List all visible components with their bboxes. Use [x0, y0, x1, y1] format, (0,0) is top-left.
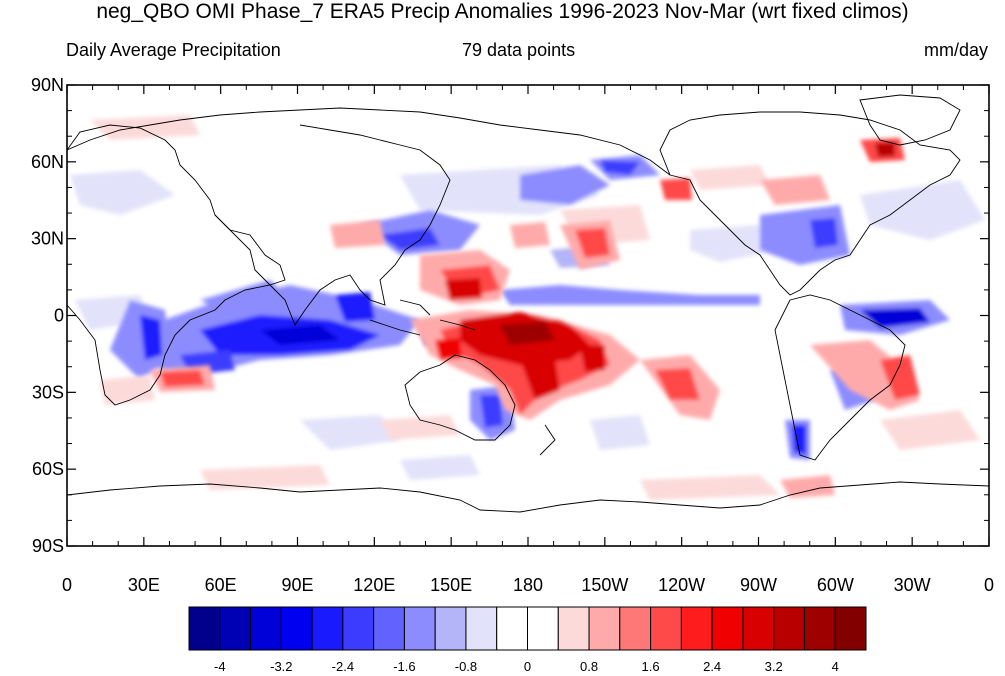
colorbar-label: -2.4 — [332, 659, 354, 674]
units-label: mm/day — [923, 40, 988, 60]
lat-label: 90S — [32, 536, 64, 556]
colorbar-swatch — [403, 606, 436, 651]
lon-label: 120W — [658, 575, 705, 595]
lat-label: 60S — [32, 459, 64, 479]
lon-label: 60W — [817, 575, 854, 595]
colorbar-label: -4 — [214, 659, 226, 674]
lat-label: 30N — [31, 229, 64, 249]
lat-label: 0 — [54, 306, 64, 326]
lon-label: 150W — [581, 575, 628, 595]
colorbar-swatch — [280, 606, 313, 651]
colorbar-label: -0.8 — [455, 659, 477, 674]
colorbar-swatch — [342, 606, 375, 651]
colorbar-swatch — [711, 606, 744, 651]
variable-label: Daily Average Precipitation — [66, 40, 281, 60]
lon-label: 90E — [281, 575, 313, 595]
lat-label: 60N — [31, 152, 64, 172]
colorbar-label: 3.2 — [765, 659, 783, 674]
lon-label: 0 — [62, 575, 72, 595]
colorbar-swatch — [188, 606, 221, 651]
lon-label: 60E — [205, 575, 237, 595]
lon-label: 180 — [513, 575, 543, 595]
lon-label: 90W — [740, 575, 777, 595]
colorbar-swatch — [742, 606, 775, 651]
colorbar-label: 0.8 — [580, 659, 598, 674]
colorbar-swatch — [650, 606, 682, 651]
lon-label: 30W — [894, 575, 931, 595]
coastlines — [67, 94, 989, 513]
lon-label: 120E — [353, 575, 395, 595]
colorbar-swatch — [773, 606, 805, 651]
colorbar-swatch — [619, 606, 652, 651]
lat-label: 30S — [32, 382, 64, 402]
colorbar-label: -3.2 — [270, 659, 292, 674]
colorbar-swatch — [311, 606, 344, 651]
lat-label: 90N — [31, 75, 64, 95]
colorbar-swatch — [219, 606, 252, 651]
colorbar-swatch — [557, 606, 590, 651]
map-title: neg_QBO OMI Phase_7 ERA5 Precip Anomalie… — [96, 0, 909, 23]
colorbar-label: 1.6 — [642, 659, 660, 674]
colorbar-swatch — [496, 606, 528, 651]
colorbar-swatch — [834, 606, 867, 651]
colorbar-label: 4 — [832, 659, 839, 674]
colorbar-swatch — [250, 606, 282, 651]
colorbar-label: 0 — [524, 659, 531, 674]
colorbar-swatch — [527, 606, 559, 651]
colorbar-swatch — [803, 606, 836, 651]
colorbar: -4 -3.2 -2.4 -1.6 -0.8 0 0.8 1.6 2.4 3.2 4 — [188, 606, 867, 674]
lon-label: 30E — [128, 575, 160, 595]
colorbar-label: 2.4 — [703, 659, 721, 674]
colorbar-swatch — [373, 606, 405, 651]
colorbar-swatch — [434, 606, 467, 651]
data-points-label: 79 data points — [462, 40, 576, 60]
anomaly-field — [70, 115, 985, 500]
colorbar-swatch — [588, 606, 621, 651]
lon-label: 0 — [984, 575, 994, 595]
colorbar-swatch — [465, 606, 498, 651]
map-axes: 90N 60N 30N 0 30S 60S 90S 0 30E 60E 90E 120E 150E 180… — [31, 75, 994, 595]
positive-anomalies — [90, 115, 980, 500]
colorbar-label: -1.6 — [393, 659, 415, 674]
lon-label: 150E — [430, 575, 472, 595]
colorbar-swatch — [680, 606, 713, 651]
